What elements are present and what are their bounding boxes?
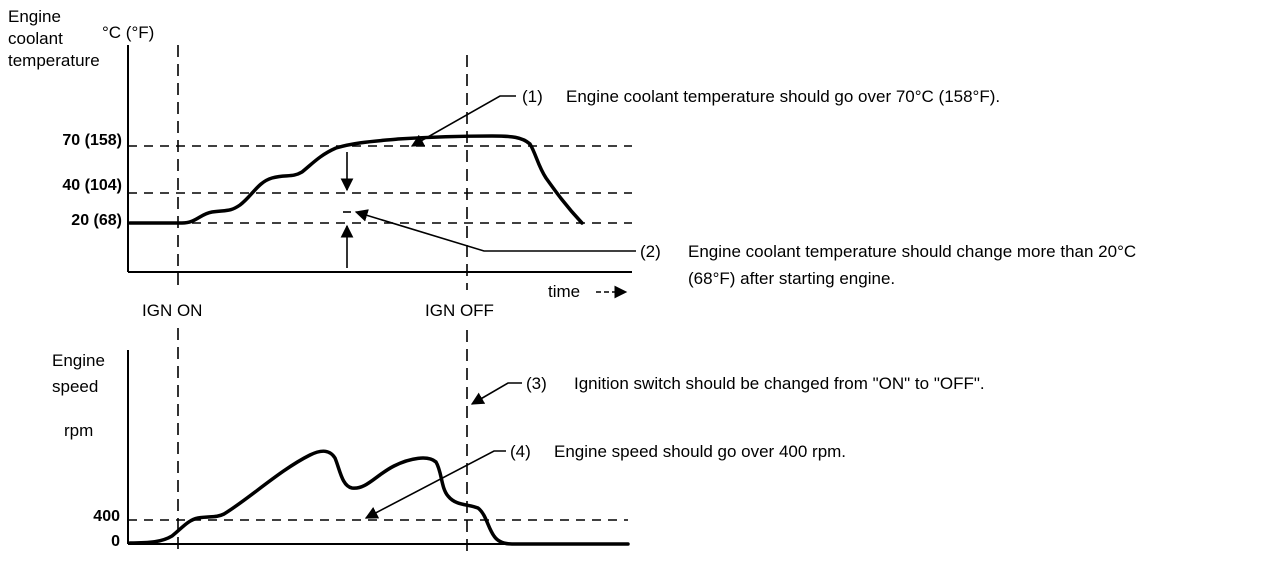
- note-3-text: Ignition switch should be changed from "…: [574, 374, 985, 393]
- note-4-text: Engine speed should go over 400 rpm.: [554, 442, 847, 461]
- top-unit-label: °C (°F): [102, 23, 155, 42]
- note-1-number: (1): [522, 87, 543, 106]
- time-axis-label: time: [548, 282, 581, 301]
- tick-20: 20 (68): [71, 212, 122, 229]
- leader-note-3: [470, 382, 522, 405]
- note-2-text: Engine coolant temperature should change…: [688, 242, 1137, 261]
- note-4-number: (4): [510, 442, 531, 461]
- bottom-y-label-line: speed: [52, 377, 99, 396]
- top-y-label: Engine coolant temperature: [8, 6, 100, 72]
- note-2-number: (2): [640, 242, 661, 261]
- top-y-label-line: temperature: [8, 51, 100, 70]
- note-4: (4) Engine speed should go over 400 rpm.: [510, 438, 846, 465]
- leader-note-4: [364, 450, 506, 519]
- ign-on-label: IGN ON: [142, 301, 203, 320]
- top-y-label-line: Engine: [8, 7, 61, 26]
- coolant-temperature-curve: [128, 134, 584, 225]
- note-1: (1) Engine coolant temperature should go …: [522, 83, 1000, 110]
- tick-0: 0: [111, 533, 120, 550]
- bottom-y-label-line: Engine: [52, 351, 105, 370]
- note-3: (3) Ignition switch should be changed fro…: [526, 370, 985, 397]
- engine-speed-curve: [128, 449, 630, 546]
- tick-40: 40 (104): [62, 177, 122, 194]
- tick-400: 400: [93, 508, 120, 525]
- top-y-label-line: coolant: [8, 29, 63, 48]
- note-2-text-line2: (68°F) after starting engine.: [688, 269, 896, 288]
- leader-note-1: [410, 95, 516, 147]
- bottom-y-label: Engine speed: [52, 348, 105, 400]
- note-1-text: Engine coolant temperature should go ove…: [566, 87, 1001, 106]
- bottom-unit-label: rpm: [64, 421, 94, 440]
- note-2: (2) Engine coolant temperature should cha…: [640, 238, 1136, 292]
- leader-note-2: [354, 209, 636, 252]
- ign-off-label: IGN OFF: [425, 301, 494, 320]
- note-3-number: (3): [526, 374, 547, 393]
- tick-70: 70 (158): [62, 132, 122, 149]
